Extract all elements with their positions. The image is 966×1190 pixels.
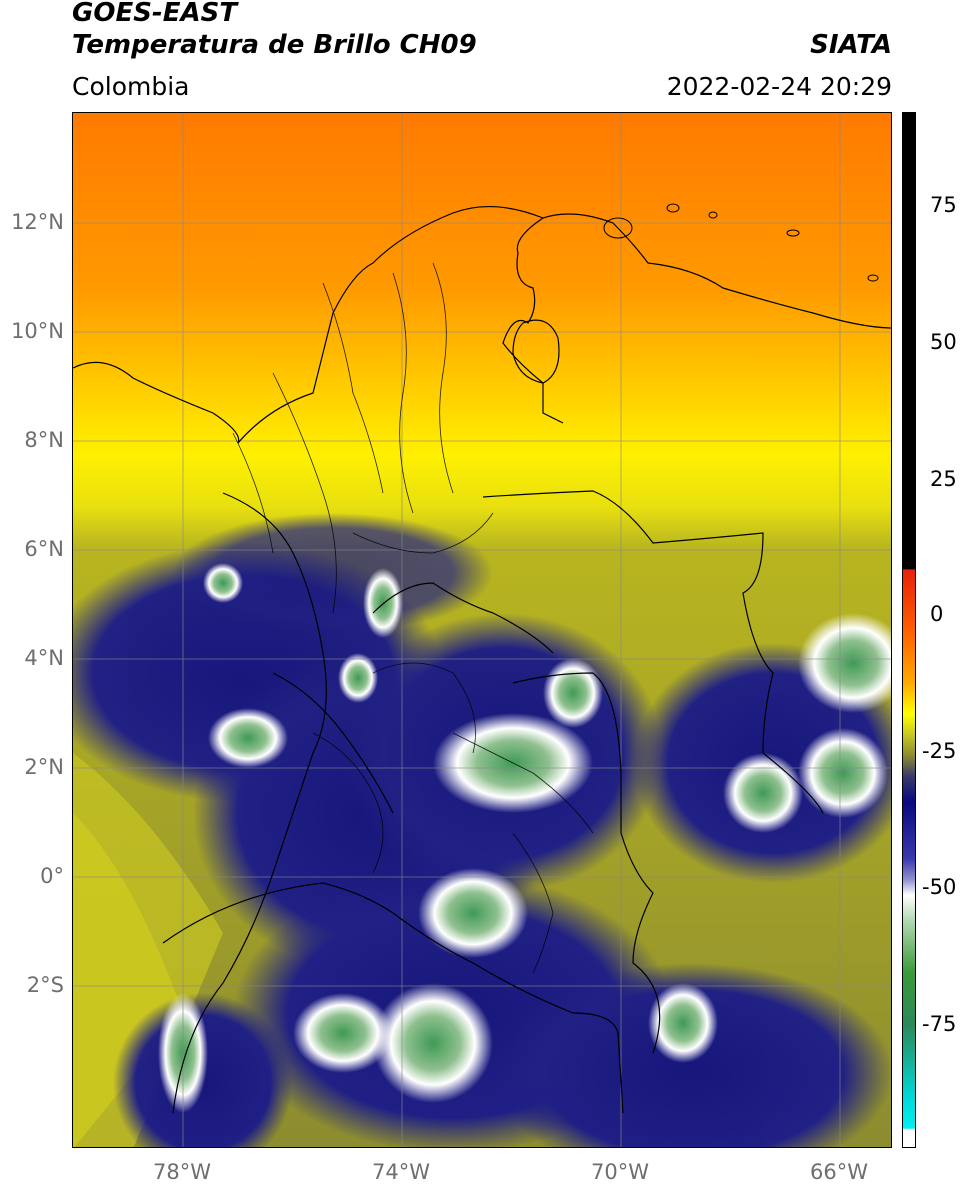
- lat-label-12n: 12°N: [11, 210, 64, 234]
- satellite-map: [72, 112, 892, 1148]
- lon-label-70w: 70°W: [591, 1160, 649, 1184]
- lat-label-8n: 8°N: [24, 428, 64, 452]
- lat-lon-grid: [73, 113, 891, 1147]
- islands: [603, 203, 879, 282]
- colorbar-label-minus75: -75: [922, 1012, 957, 1036]
- temperature-colorbar: [902, 112, 916, 1148]
- lat-label-0: 0°: [40, 864, 64, 888]
- lat-label-4n: 4°N: [24, 646, 64, 670]
- lat-label-6n: 6°N: [24, 537, 64, 561]
- product-title: Temperatura de Brillo CH09: [72, 30, 477, 60]
- colorbar-icon: [903, 113, 915, 1147]
- department-borders: [232, 262, 594, 974]
- lon-label-78w: 78°W: [153, 1160, 211, 1184]
- colorbar-label-minus25: -25: [922, 739, 957, 763]
- region-label: Colombia: [72, 72, 190, 101]
- country-borders: [73, 206, 891, 1114]
- pacific-olive-zone: [73, 753, 223, 1147]
- lon-label-66w: 66°W: [810, 1160, 868, 1184]
- colorbar-label-50: 50: [930, 330, 957, 354]
- lake-maracaibo: [512, 319, 560, 384]
- lon-label-74w: 74°W: [372, 1160, 430, 1184]
- lat-label-2s: 2°S: [26, 973, 64, 997]
- lat-label-10n: 10°N: [11, 319, 64, 343]
- colorbar-label-25: 25: [930, 467, 957, 491]
- agency-label: SIATA: [810, 30, 892, 60]
- timestamp-label: 2022-02-24 20:29: [666, 72, 892, 101]
- colorbar-label-minus50: -50: [922, 875, 957, 899]
- colorbar-label-75: 75: [930, 193, 957, 217]
- map-image: [73, 113, 891, 1147]
- colorbar-label-0: 0: [930, 602, 944, 626]
- satellite-title: GOES-EAST: [72, 0, 238, 28]
- lat-label-2n: 2°N: [24, 755, 64, 779]
